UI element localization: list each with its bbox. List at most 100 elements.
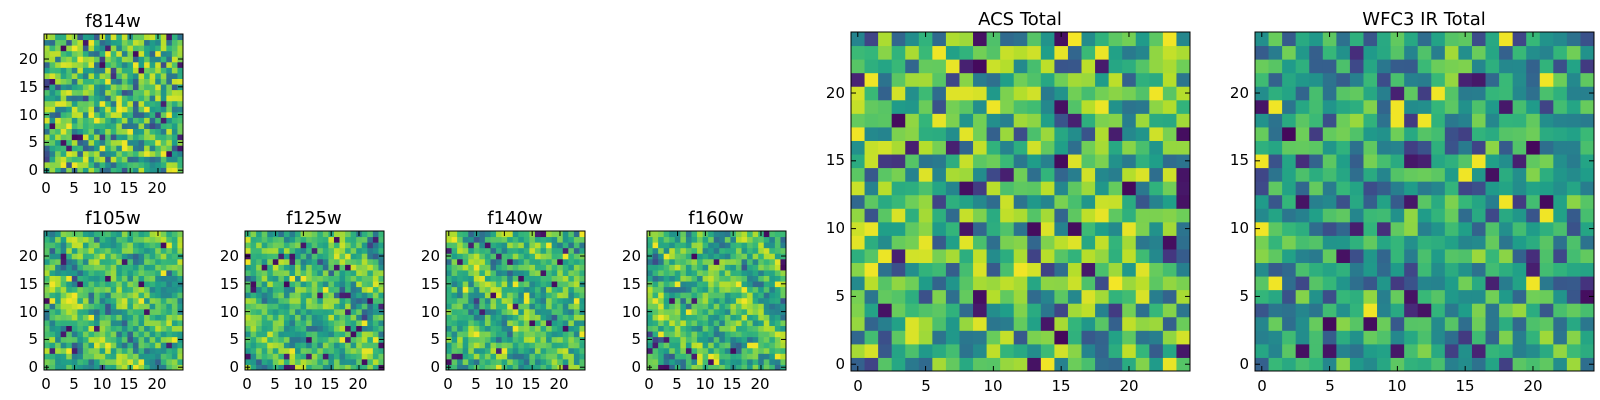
heatmap-cell bbox=[986, 303, 1001, 318]
heatmap-cell bbox=[1054, 343, 1069, 358]
heatmap-cell bbox=[562, 353, 569, 360]
heatmap-cell bbox=[245, 297, 252, 304]
heatmap-cell bbox=[171, 72, 178, 79]
heatmap-cell bbox=[345, 292, 352, 299]
heatmap-cell bbox=[507, 325, 514, 332]
heatmap-cell bbox=[484, 286, 491, 293]
heatmap-cell bbox=[127, 258, 134, 265]
heatmap-cell bbox=[986, 248, 1001, 264]
heatmap-cell bbox=[468, 297, 475, 304]
heatmap-cell bbox=[77, 84, 84, 91]
heatmap-cell bbox=[245, 342, 252, 349]
heatmap-cell bbox=[82, 156, 89, 163]
heatmap-cell bbox=[160, 242, 167, 249]
heatmap-cell bbox=[864, 357, 879, 372]
heatmap-cell bbox=[1095, 330, 1110, 345]
heatmap-cell bbox=[1054, 194, 1069, 209]
heatmap-cell bbox=[932, 126, 947, 141]
heatmap-cell bbox=[1067, 248, 1083, 264]
y-tick-label: 20 bbox=[421, 247, 440, 265]
heatmap-cell bbox=[160, 358, 167, 365]
heatmap-cell bbox=[680, 314, 687, 321]
heatmap-cell bbox=[752, 242, 759, 249]
heatmap-cell bbox=[747, 331, 754, 338]
heatmap-cell bbox=[1095, 140, 1110, 155]
heatmap-cell bbox=[289, 319, 296, 327]
heatmap-cell bbox=[891, 59, 906, 74]
heatmap-cell bbox=[160, 347, 167, 354]
heatmap-cell bbox=[1000, 154, 1015, 169]
heatmap-cell bbox=[490, 308, 497, 315]
heatmap-cell bbox=[1013, 316, 1028, 331]
heatmap-cell bbox=[367, 253, 374, 260]
heatmap-cell bbox=[267, 325, 274, 332]
heatmap-cell bbox=[127, 100, 134, 107]
heatmap-cell bbox=[512, 258, 519, 265]
heatmap-cell bbox=[71, 236, 78, 243]
heatmap-cell bbox=[82, 319, 89, 327]
x-tick-label: 10 bbox=[983, 377, 1002, 395]
heatmap-cell bbox=[372, 325, 379, 332]
heatmap-cell bbox=[1040, 316, 1055, 331]
heatmap-cell bbox=[496, 269, 503, 276]
heatmap-cell bbox=[658, 281, 665, 288]
heatmap-cell bbox=[71, 150, 78, 157]
heatmap-cell bbox=[55, 253, 62, 260]
heatmap-cell bbox=[278, 297, 285, 304]
heatmap-cell bbox=[245, 242, 252, 249]
heatmap-cell bbox=[457, 275, 464, 282]
heatmap-cell bbox=[171, 84, 178, 91]
heatmap-cell bbox=[306, 319, 313, 327]
heatmap-cell bbox=[66, 56, 73, 63]
heatmap-cell bbox=[702, 342, 709, 349]
heatmap-cell bbox=[685, 303, 692, 310]
heatmap-cell bbox=[322, 264, 329, 271]
heatmap-cell bbox=[534, 319, 542, 327]
heatmap-cell bbox=[149, 61, 156, 68]
heatmap-cell bbox=[663, 281, 670, 288]
heatmap-cell bbox=[155, 247, 162, 254]
heatmap-cell bbox=[758, 314, 765, 321]
heatmap-cell bbox=[160, 56, 167, 63]
heatmap-cell bbox=[55, 117, 62, 124]
heatmap-cell bbox=[317, 258, 324, 265]
heatmap-cell bbox=[155, 236, 162, 243]
heatmap-cell bbox=[708, 353, 715, 360]
heatmap-cell bbox=[512, 247, 519, 254]
heatmap-cell bbox=[774, 331, 781, 338]
heatmap-cell bbox=[747, 314, 754, 321]
heatmap-cell bbox=[713, 314, 720, 321]
heatmap-cell bbox=[317, 336, 324, 343]
heatmap-cell bbox=[1268, 316, 1283, 331]
heatmap-cell bbox=[1081, 221, 1096, 236]
heatmap-cell bbox=[55, 167, 62, 174]
heatmap-cell bbox=[557, 319, 564, 327]
heatmap-cell bbox=[116, 308, 123, 315]
heatmap-cell bbox=[864, 248, 879, 264]
heatmap-cell bbox=[44, 117, 51, 124]
heatmap-cell bbox=[77, 161, 84, 168]
heatmap-cell bbox=[780, 269, 787, 276]
heatmap-cell bbox=[534, 336, 542, 343]
heatmap-cell bbox=[300, 319, 307, 327]
heatmap-cell bbox=[1499, 99, 1514, 114]
heatmap-cell bbox=[1081, 99, 1096, 114]
heatmap-cell bbox=[691, 364, 698, 371]
heatmap-cell bbox=[1108, 262, 1123, 277]
heatmap-cell bbox=[88, 347, 95, 354]
heatmap-cell bbox=[144, 117, 151, 124]
heatmap-cell bbox=[652, 303, 659, 310]
heatmap-cell bbox=[507, 314, 514, 321]
heatmap-cell bbox=[557, 275, 564, 282]
heatmap-cell bbox=[741, 319, 748, 327]
heatmap-cell bbox=[507, 242, 514, 249]
heatmap-cell bbox=[878, 303, 893, 318]
heatmap-cell bbox=[1295, 248, 1310, 264]
heatmap-cell bbox=[155, 275, 162, 282]
heatmap-cell bbox=[94, 358, 101, 365]
heatmap-cell bbox=[573, 236, 580, 243]
heatmap-cell bbox=[121, 292, 128, 299]
heatmap-cell bbox=[1539, 86, 1554, 101]
y-tick-label: 15 bbox=[19, 78, 38, 96]
heatmap-cell bbox=[691, 247, 698, 254]
